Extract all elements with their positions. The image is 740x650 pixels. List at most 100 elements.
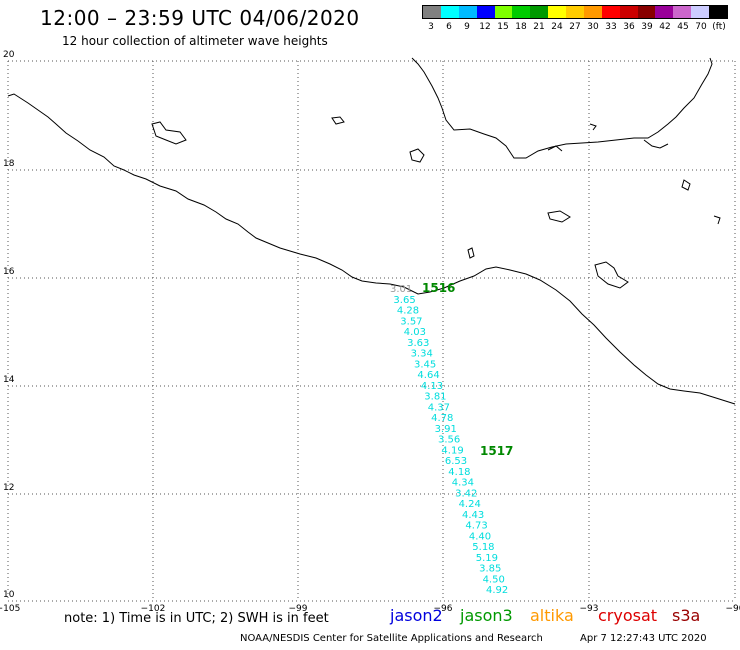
legend-tick-label: 24: [551, 22, 563, 32]
wave-height-label: 3.81: [424, 392, 446, 403]
wave-height-label: 4.64: [417, 370, 439, 381]
island-2: [547, 210, 571, 223]
wave-height-label: 3.42: [455, 488, 477, 499]
longitude-label: −90: [726, 604, 740, 614]
longitude-labels: −105 −102 −99 −96 −93 −90: [0, 604, 740, 614]
sat-label-altika: altika: [530, 606, 574, 625]
island-9: [713, 215, 721, 225]
island-3: [594, 261, 629, 289]
wave-height-label: 4.73: [465, 521, 487, 532]
legend-swatch: [476, 6, 495, 18]
credit-line: NOAA/NESDIS Center for Satellite Applica…: [240, 633, 543, 644]
latitude-label: 20: [3, 50, 15, 60]
legend-tick-label: 33: [605, 22, 617, 32]
sat-label-s3a: s3a: [672, 606, 701, 625]
latitude-label: 18: [3, 159, 15, 169]
sat-label-cryosat: cryosat: [598, 606, 658, 625]
legend-tick-label: (ft): [712, 22, 726, 32]
wave-height-label: 4.13: [421, 381, 443, 392]
legend-tick-label: 15: [497, 22, 509, 32]
island-1: [409, 148, 425, 163]
legend-tick-label: 30: [587, 22, 599, 32]
legend-tick-label: 42: [659, 22, 671, 32]
pacific-coastline: [7, 93, 736, 405]
legend-tick-label: 21: [533, 22, 545, 32]
legend-tick-label: 9: [464, 22, 470, 32]
island-10: [589, 123, 597, 131]
island-7: [331, 116, 345, 125]
wave-height-label: 3.34: [411, 349, 433, 360]
wave-height-label: 5.18: [472, 542, 494, 553]
legend-swatch: [673, 6, 692, 18]
pass-labels: 1516 1517: [422, 281, 513, 458]
legend-swatch: [512, 6, 531, 18]
wave-height-label: 3.45: [414, 359, 436, 370]
pass-label: 1516: [422, 281, 455, 295]
latitude-label: 14: [3, 375, 15, 385]
lat-lon-grid: [7, 60, 736, 602]
wave-height-label: 4.40: [469, 531, 491, 542]
legend-swatch: [458, 6, 477, 18]
sat-label-jason3: jason3: [460, 606, 513, 625]
legend-tick-label: 45: [677, 22, 689, 32]
coastline: [7, 57, 736, 405]
wave-height-label: 3.01: [390, 284, 412, 295]
wave-height-label: 3.63: [407, 338, 429, 349]
longitude-label: −96: [434, 604, 453, 614]
wave-height-label: 4.92: [486, 585, 508, 596]
legend-swatch: [655, 6, 674, 18]
legend-tick-label: 6: [446, 22, 452, 32]
map-title: 12:00 – 23:59 UTC 04/06/2020: [40, 6, 360, 30]
longitude-label: −93: [580, 604, 599, 614]
wave-height-label: 4.18: [448, 467, 470, 478]
wave-height-label: 3.65: [393, 295, 415, 306]
legend-tick-labels: 3 6 9 12 15 18 21 24 27 30 33 36 39 42 45 70 (ft): [422, 22, 728, 34]
legend-tick-label: 3: [428, 22, 434, 32]
wave-height-label: 4.24: [459, 499, 481, 510]
legend-tick-label: 36: [623, 22, 635, 32]
gulf-coastline: [411, 57, 713, 159]
island-5: [643, 139, 669, 149]
wave-height-label: 4.37: [428, 402, 450, 413]
latitude-label: 10: [3, 590, 15, 600]
legend-swatch: [691, 6, 709, 18]
legend-tick-label: 18: [515, 22, 527, 32]
wave-height-label: 4.34: [452, 478, 474, 489]
map-subtitle: 12 hour collection of altimeter wave hei…: [62, 34, 328, 48]
wave-height-label: 3.85: [479, 564, 501, 575]
latitude-label: 12: [3, 483, 14, 493]
latitude-labels: 20 18 16 14 12 10: [3, 50, 15, 600]
longitude-label: −105: [0, 604, 20, 614]
legend-swatch: [601, 6, 620, 18]
island-8: [681, 179, 691, 191]
wave-height-label: 3.56: [438, 435, 460, 446]
wave-height-label: 4.28: [397, 306, 419, 317]
wave-height-label: 5.19: [476, 553, 498, 564]
latitude-label: 16: [3, 267, 15, 277]
legend-swatches: [422, 5, 728, 19]
legend-swatch: [440, 6, 459, 18]
wave-height-label: 4.19: [441, 445, 463, 456]
legend-swatch: [619, 6, 638, 18]
wave-height-label: 6.53: [445, 456, 467, 467]
sat-label-jason2: jason2: [390, 606, 443, 625]
legend-swatch: [566, 6, 584, 18]
legend-swatch: [530, 6, 549, 18]
island-6: [547, 145, 563, 152]
wave-height-label: 4.03: [404, 327, 426, 338]
legend-tick-label: 12: [479, 22, 491, 32]
wave-height-label: 3.57: [400, 316, 422, 327]
legend-swatch: [709, 6, 727, 18]
wave-height-observations: 3.013.654.283.574.033.633.343.454.644.13…: [390, 284, 508, 596]
island-11: [467, 247, 475, 259]
legend-swatch: [494, 6, 513, 18]
wave-height-label: 4.78: [431, 413, 453, 424]
pass-label: 1517: [480, 444, 513, 458]
longitude-label: −102: [141, 604, 166, 614]
legend-swatch: [423, 6, 441, 18]
generated-timestamp: Apr 7 12:27:43 UTC 2020: [580, 633, 707, 644]
wave-height-label: 3.91: [435, 424, 457, 435]
longitude-label: −99: [289, 604, 308, 614]
island-4: [151, 121, 187, 145]
